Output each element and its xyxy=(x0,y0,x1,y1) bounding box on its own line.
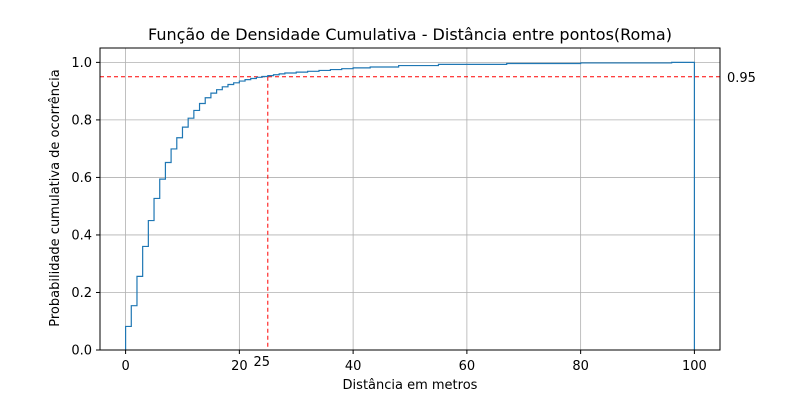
y-axis-label: Probabilidade cumulativa de ocorrência xyxy=(48,69,63,326)
x-tick-label: 0 xyxy=(121,359,129,374)
reference-hline-label: 0.95 xyxy=(727,71,756,86)
x-tick-label: 60 xyxy=(459,359,476,374)
y-tick-label: 0.6 xyxy=(71,171,92,186)
x-tick-label: 40 xyxy=(345,359,362,374)
y-axis-ticks: 0.0 0.2 0.4 0.6 0.8 1.0 xyxy=(71,56,100,359)
series-layer xyxy=(124,61,696,350)
chart-title: Função de Densidade Cumulativa - Distânc… xyxy=(148,25,672,44)
y-tick-label: 0.8 xyxy=(71,113,92,128)
x-tick-label: 100 xyxy=(682,359,707,374)
x-tick-label: 80 xyxy=(572,359,589,374)
reference-vline-label: 25 xyxy=(254,355,271,370)
cdf-step-line xyxy=(124,61,696,350)
reference-lines xyxy=(100,76,720,350)
y-tick-label: 0.2 xyxy=(71,286,92,301)
plot-frame xyxy=(99,47,721,351)
x-axis-label: Distância em metros xyxy=(343,378,478,393)
y-tick-label: 1.0 xyxy=(71,56,92,71)
y-tick-label: 0.4 xyxy=(71,228,92,243)
y-tick-label: 0.0 xyxy=(71,344,92,359)
x-axis-ticks: 0 20 40 60 80 100 xyxy=(121,350,707,374)
x-tick-label: 20 xyxy=(231,359,248,374)
